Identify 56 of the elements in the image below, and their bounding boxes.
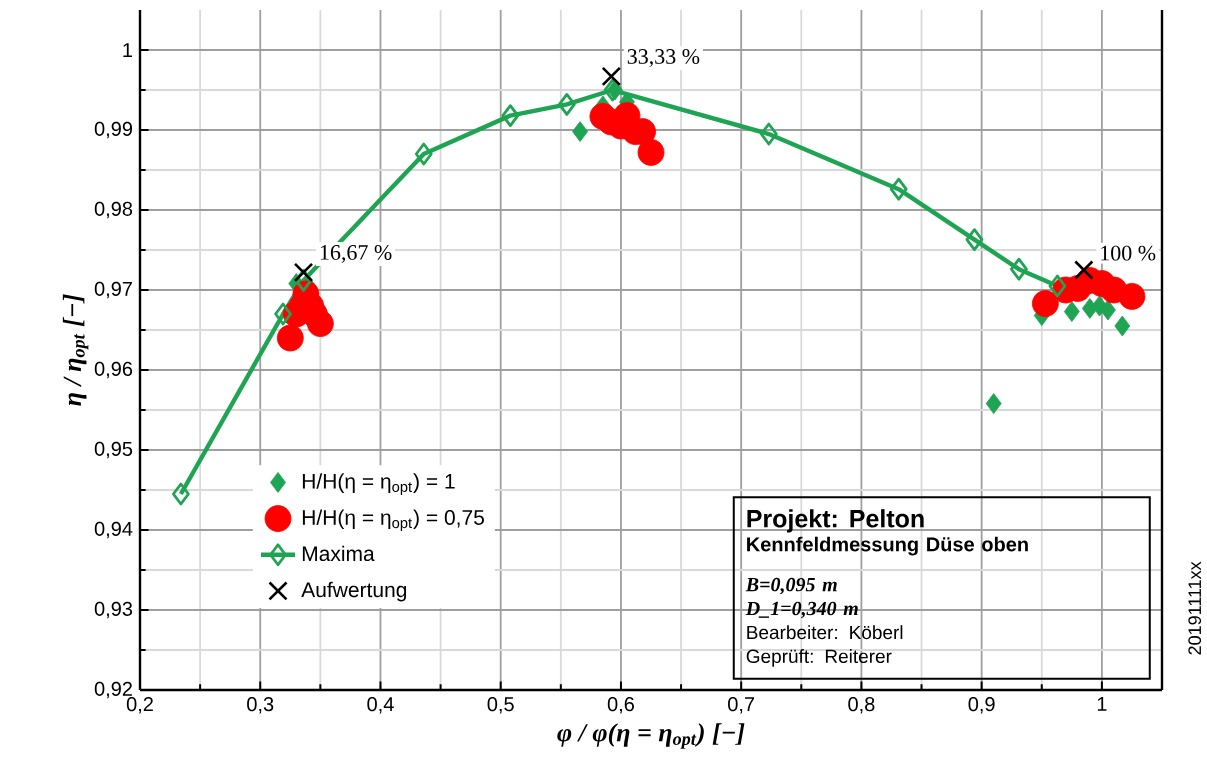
point [557, 93, 576, 116]
annotation: B=0,095 m [745, 577, 837, 595]
y-tick-label: 0,99 [94, 121, 133, 139]
y-tick-label: 0,94 [94, 521, 133, 539]
point [306, 310, 334, 337]
y-axis-title: η / η$_{opt}$ [−] [62, 294, 89, 406]
annotation: 100 % [1101, 245, 1156, 261]
y-tick-label: 0,92 [94, 681, 132, 699]
x-tick-label: 0,5 [487, 697, 514, 714]
point [637, 139, 665, 166]
annotation: 33,33 % [627, 49, 700, 67]
point [501, 104, 520, 128]
x-tick-label: 0,3 [247, 697, 274, 714]
y-tick-label: 0,96 [94, 361, 133, 379]
y-tick-label: 0,93 [94, 601, 133, 619]
annotation: Geprüft: Reiterer [746, 649, 892, 667]
y-tick-label: 1 [123, 43, 132, 57]
legend-label: Aufwertung [301, 581, 407, 602]
x-tick-label: 0,6 [607, 697, 634, 714]
annotation: Projekt: Pelton [747, 509, 924, 533]
y-tick-label: 0,95 [94, 441, 133, 459]
point [985, 393, 1002, 414]
point [293, 262, 314, 283]
legend-label: Maxima [302, 545, 375, 562]
x-tick-label: 0,4 [367, 697, 394, 714]
point [1118, 283, 1146, 310]
legend-label: H/H(η = η$_{opt}$) = 0,75 [302, 509, 484, 532]
x-axis-title: φ / φ(η = η$_{opt}$) [−] [557, 723, 745, 749]
y-tick-label: 0,97 [94, 281, 132, 299]
annotation: 16,67 % [320, 245, 392, 263]
x-tick-label: 1 [1097, 697, 1107, 711]
point [759, 122, 778, 146]
point [1048, 274, 1067, 298]
x-tick-label: 0,8 [848, 697, 875, 714]
text: 20191111xx [1188, 561, 1202, 655]
point [601, 66, 622, 87]
annotation: Bearbeiter: Köberl [747, 625, 903, 640]
point [414, 142, 433, 166]
x-tick-label: 0,9 [968, 697, 995, 714]
annotation: D_1=0,340 m [745, 601, 858, 619]
x-tick-label: 0,7 [728, 697, 755, 714]
point [965, 228, 984, 252]
x-tick-label: 0,2 [126, 697, 153, 714]
point [276, 324, 304, 352]
point [1100, 299, 1116, 321]
y-tick-label: 0,98 [94, 201, 133, 219]
point [171, 482, 190, 506]
annotation: Kennfeldmessung Düse oben [747, 536, 1028, 556]
point [1063, 301, 1080, 322]
point [572, 121, 588, 143]
point [1031, 290, 1059, 318]
point [1010, 257, 1028, 281]
legend-label: H/H(η = η$_{opt}$) = 1 [302, 473, 455, 495]
point [889, 177, 908, 201]
point [274, 302, 292, 326]
point [1114, 315, 1131, 337]
